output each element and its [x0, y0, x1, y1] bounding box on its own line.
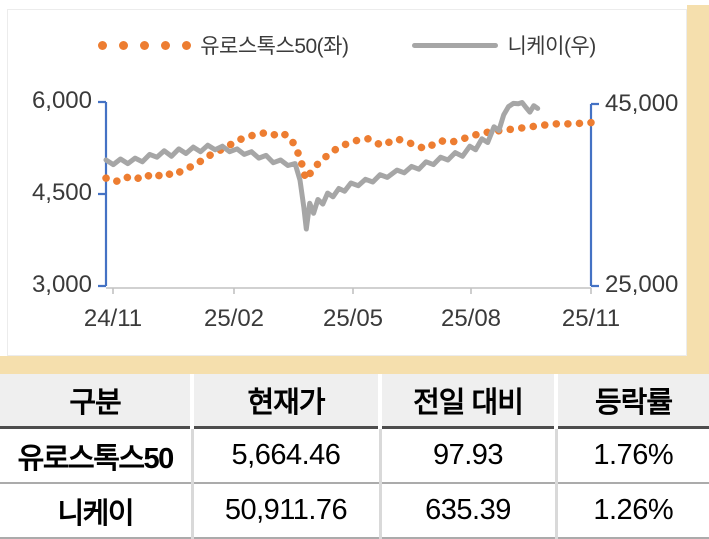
right-axis-line [589, 102, 599, 288]
quote-table: 구분 현재가 전일 대비 등락률 유로스톡스50 5,664.46 97.93 … [0, 374, 709, 539]
legend-item-eurostoxx: 유로스톡스50(좌) [98, 30, 349, 60]
nikkei-name: 니케이 [0, 483, 192, 539]
right-axis-tick-45000: 45,000 [605, 90, 679, 117]
header-price: 현재가 [190, 374, 380, 429]
x-axis-label-24-11: 24/11 [83, 305, 143, 332]
x-axis-label-25-11: 25/11 [561, 305, 621, 332]
table-row-eurostoxx: 유로스톡스50 5,664.46 97.93 1.76% [0, 427, 709, 484]
right-axis-tick-25000: 25,000 [605, 271, 679, 298]
header-pct: 등락률 [554, 374, 709, 429]
left-axis-tick-3000: 3,000 [31, 271, 92, 298]
x-axis-label-25-08: 25/08 [440, 305, 502, 332]
chart-legend: 유로스톡스50(좌) 니케이(우) [8, 30, 686, 60]
series-layer [102, 100, 595, 232]
nikkei-change: 635.39 [378, 483, 556, 539]
nikkei-price: 50,911.76 [190, 483, 380, 539]
legend-item-nikkei: 니케이(우) [412, 30, 596, 60]
x-axis-label-25-05: 25/05 [322, 305, 384, 332]
eurostoxx-pct: 1.76% [554, 427, 709, 484]
left-axis-line [98, 100, 108, 288]
plot-svg [98, 100, 599, 294]
eurostoxx-name: 유로스톡스50 [0, 427, 192, 484]
eurostoxx-dotted-marker-icon [98, 40, 192, 50]
tan-frame-bottom [0, 356, 709, 374]
x-axis-line [106, 287, 592, 294]
x-axis-label-25-02: 25/02 [203, 305, 265, 332]
legend-label-eurostoxx: 유로스톡스50(좌) [200, 35, 349, 58]
chart-card: 유로스톡스50(좌) 니케이(우) 6,000 4,500 3,000 45,0… [7, 9, 687, 356]
legend-label-nikkei: 니케이(우) [507, 35, 596, 58]
left-axis-tick-4500: 4,500 [31, 179, 92, 206]
chart-panel: 유로스톡스50(좌) 니케이(우) 6,000 4,500 3,000 45,0… [0, 5, 709, 374]
nikkei-line-marker-icon [412, 42, 499, 48]
eurostoxx-change: 97.93 [378, 427, 556, 484]
tan-frame-right [687, 5, 709, 374]
table-header-row: 구분 현재가 전일 대비 등락률 [0, 374, 709, 429]
header-change: 전일 대비 [378, 374, 556, 429]
nikkei-pct: 1.26% [554, 483, 709, 539]
header-gubun: 구분 [0, 374, 192, 429]
left-axis-tick-6000: 6,000 [31, 87, 92, 114]
eurostoxx-price: 5,664.46 [190, 427, 380, 484]
table-row-nikkei: 니케이 50,911.76 635.39 1.26% [0, 483, 709, 539]
